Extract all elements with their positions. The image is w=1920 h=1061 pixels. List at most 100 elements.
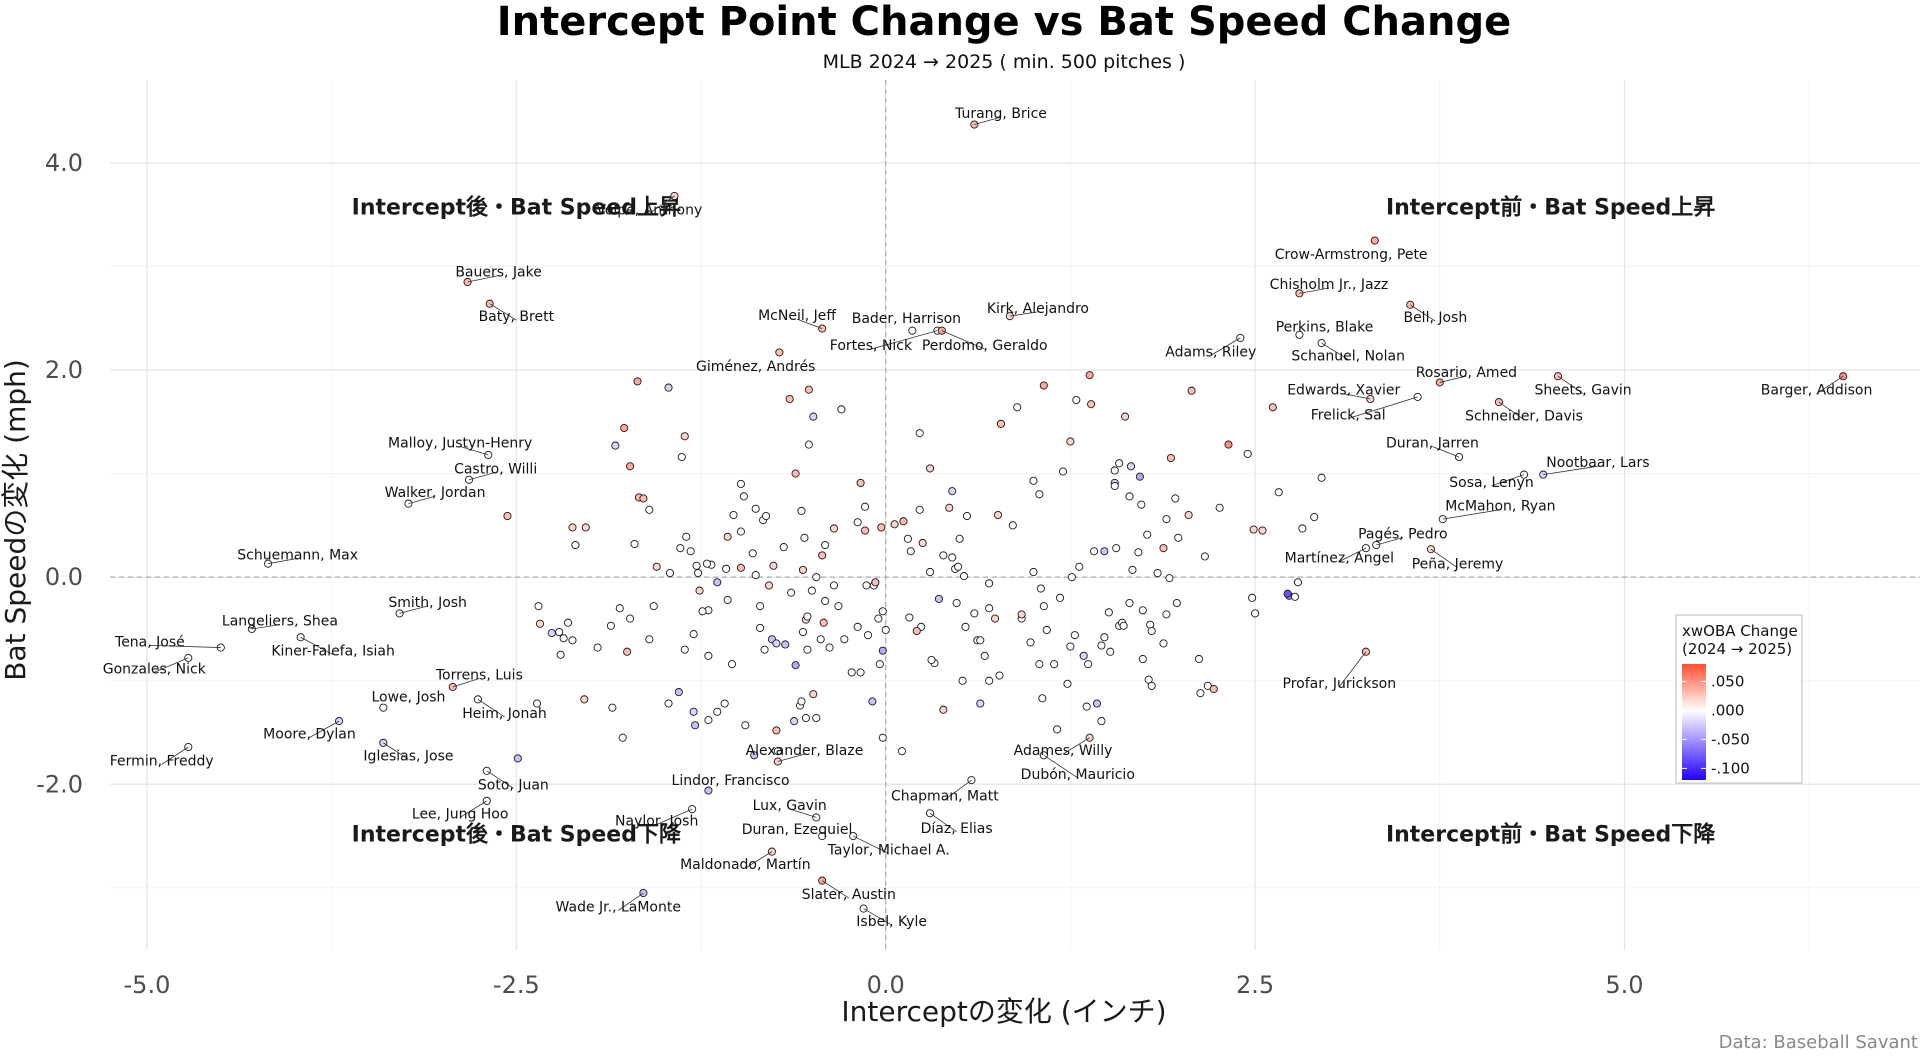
label-leader-line <box>154 657 189 673</box>
label-leader-line <box>821 880 849 899</box>
point-label: Soto, Juan <box>478 777 549 793</box>
data-point <box>798 565 808 574</box>
labeled-data-point <box>639 888 648 898</box>
point-label: Bader, Harrison <box>852 311 961 327</box>
label-leader-line <box>1376 537 1403 546</box>
data-point <box>695 586 704 595</box>
data-point <box>863 631 873 640</box>
data-point <box>1125 598 1134 608</box>
point-label: Perkins, Blake <box>1276 320 1374 336</box>
label-leader-line <box>1432 446 1460 458</box>
data-point <box>581 523 590 532</box>
data-point <box>797 506 806 515</box>
data-point <box>645 505 654 514</box>
data-point <box>1166 453 1175 463</box>
data-point <box>760 645 769 654</box>
data-point <box>722 564 731 573</box>
point-label: Nootbaar, Lars <box>1546 455 1649 471</box>
point-label: Schuemann, Max <box>237 547 358 563</box>
point-label: Kiner-Falefa, Isiah <box>271 644 395 660</box>
data-point <box>608 703 617 712</box>
data-point <box>980 651 989 660</box>
data-point <box>606 621 615 630</box>
data-point <box>915 505 924 514</box>
data-point <box>559 634 568 643</box>
point-label: Rosario, Amed <box>1416 365 1517 381</box>
point-label: Frelick, Sal <box>1311 408 1386 424</box>
point-label: Alexander, Blaze <box>746 743 864 759</box>
label-leader-line <box>383 742 409 760</box>
data-point <box>556 650 565 659</box>
legend-ticks: .050 .000 -.050 -.100 <box>1682 672 1750 777</box>
data-point <box>1137 500 1146 509</box>
color-legend: xwOBA Change (2024 → 2025) .050 .000 -.050… <box>1675 614 1803 784</box>
data-point <box>563 618 573 627</box>
label-leader-line <box>929 812 957 833</box>
data-point <box>751 504 760 513</box>
data-point <box>976 699 985 708</box>
label-leader-line <box>1343 393 1371 400</box>
data-point <box>798 627 808 637</box>
data-point <box>781 640 790 649</box>
data-point <box>1162 610 1171 619</box>
data-point <box>804 385 813 394</box>
data-point <box>881 625 890 635</box>
data-point <box>1036 584 1045 593</box>
data-point <box>825 643 834 652</box>
data-point <box>680 645 689 654</box>
label-leader-line <box>459 800 487 818</box>
point-label: Gonzales, Nick <box>103 661 207 677</box>
data-point <box>955 534 964 543</box>
data-point <box>912 626 921 636</box>
point-label: Smith, Josh <box>388 595 467 611</box>
data-point <box>925 567 935 577</box>
label-leader-line <box>1299 287 1330 294</box>
quadrant-label: Intercept前・Bat Speed下降 <box>1386 821 1716 847</box>
quadrant-label: Intercept後・Bat Speed下降 <box>352 821 682 847</box>
label-leader-line <box>777 753 805 762</box>
data-point <box>791 469 800 478</box>
data-point <box>1134 548 1143 557</box>
data-point <box>834 602 843 611</box>
data-point <box>1075 562 1084 571</box>
labeled-data-point <box>688 805 697 814</box>
point-label: Sosa, Lenyn <box>1449 475 1533 491</box>
label-leader-line <box>161 746 189 765</box>
data-point <box>790 717 799 726</box>
data-point <box>985 604 994 613</box>
data-point <box>897 747 907 756</box>
data-point <box>1290 592 1300 601</box>
data-point <box>618 733 627 742</box>
data-point <box>1072 395 1081 405</box>
data-point <box>1063 679 1072 688</box>
data-point <box>829 524 839 533</box>
data-point <box>1104 608 1113 617</box>
data-point <box>915 429 924 438</box>
data-point <box>787 588 796 597</box>
data-point <box>939 551 948 560</box>
data-point <box>691 721 700 730</box>
labeled-data-point <box>704 786 713 795</box>
data-point <box>1174 533 1183 542</box>
data-point <box>959 572 969 581</box>
data-point <box>772 639 781 648</box>
data-point <box>1097 641 1106 650</box>
point-label: Walker, Jordan <box>385 485 486 501</box>
data-point <box>1121 412 1130 421</box>
label-leader-line <box>489 303 517 321</box>
point-label: Volpe, Anthony <box>596 202 702 218</box>
data-point <box>1079 651 1088 660</box>
data-point <box>664 383 673 392</box>
data-point <box>934 594 943 603</box>
data-point <box>961 622 970 631</box>
label-leader-line <box>1321 342 1349 360</box>
data-point <box>1042 625 1051 635</box>
data-point <box>686 547 695 556</box>
data-point <box>736 479 745 488</box>
point-labels: Turang, Brice Volpe, Anthony Bauers, Jake B… <box>103 106 1873 930</box>
data-point <box>985 676 994 685</box>
data-point <box>503 511 512 521</box>
data-point <box>723 532 732 541</box>
data-point <box>1258 526 1267 535</box>
data-point <box>818 551 827 560</box>
